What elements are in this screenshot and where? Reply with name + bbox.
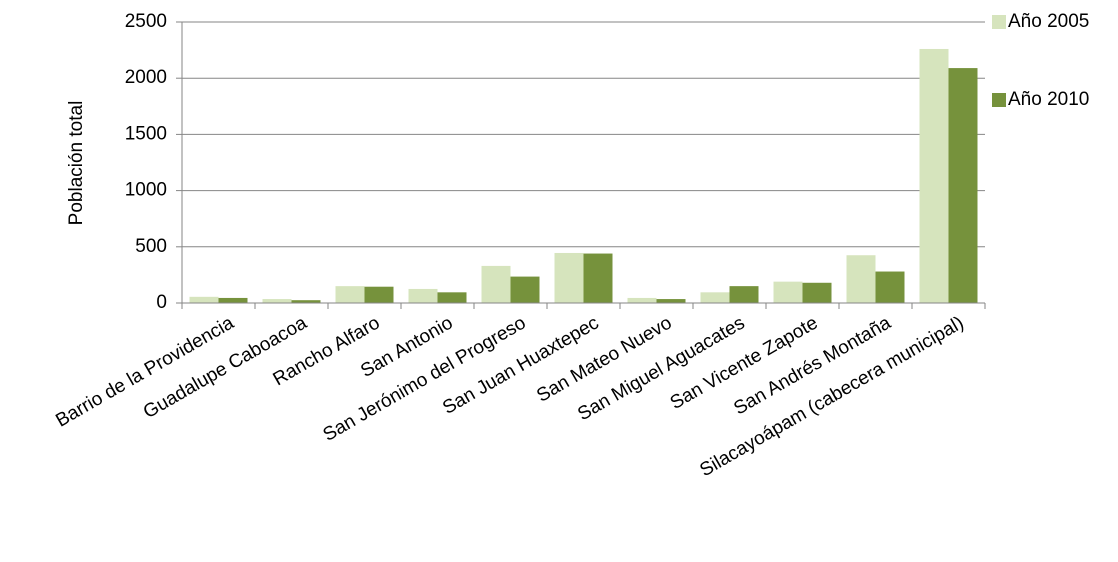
bar-2005-6 [554, 252, 584, 303]
bar-2005-3 [335, 286, 365, 303]
axes [181, 22, 986, 309]
bar-2005-9 [773, 281, 803, 303]
y-tick-label: 1500 [125, 123, 167, 144]
y-tick-label: 0 [156, 292, 167, 313]
bar-2010-10 [875, 271, 905, 303]
legend-label: Año 2010 [1008, 89, 1089, 110]
bar-2010-1 [218, 297, 248, 303]
y-tick-label: 1000 [125, 180, 167, 201]
y-tick-label: 500 [135, 236, 167, 257]
bar-2010-4 [437, 292, 467, 303]
bar-2010-8 [729, 286, 759, 303]
bar-2010-11 [948, 68, 978, 303]
legend: Año 2005 Año 2010 [992, 11, 1089, 110]
bar-2005-5 [481, 265, 511, 303]
gridlines [176, 21, 985, 304]
y-tick-label: 2000 [125, 67, 167, 88]
legend-label: Año 2005 [1008, 11, 1089, 32]
legend-swatch [992, 93, 1006, 107]
bar-2005-11 [919, 48, 949, 304]
bar-2005-2 [262, 299, 292, 303]
y-tick-label: 2500 [125, 11, 167, 32]
bar-2010-5 [510, 276, 540, 303]
bar-2010-6 [583, 253, 613, 303]
bar-2010-2 [291, 300, 321, 303]
bar-2005-10 [846, 255, 876, 303]
bar-2005-8 [700, 292, 730, 303]
y-axis-title: Población total [66, 101, 87, 226]
bars [189, 48, 978, 304]
bar-2005-4 [408, 288, 438, 303]
bar-2010-7 [656, 299, 686, 303]
legend-swatch [992, 15, 1006, 29]
bar-2010-3 [364, 286, 394, 303]
bar-2010-9 [802, 282, 832, 303]
y-tick-labels: 0 500 1000 1500 2000 2500 [125, 11, 167, 313]
bar-2005-1 [189, 296, 219, 303]
bar-2005-7 [627, 297, 657, 303]
